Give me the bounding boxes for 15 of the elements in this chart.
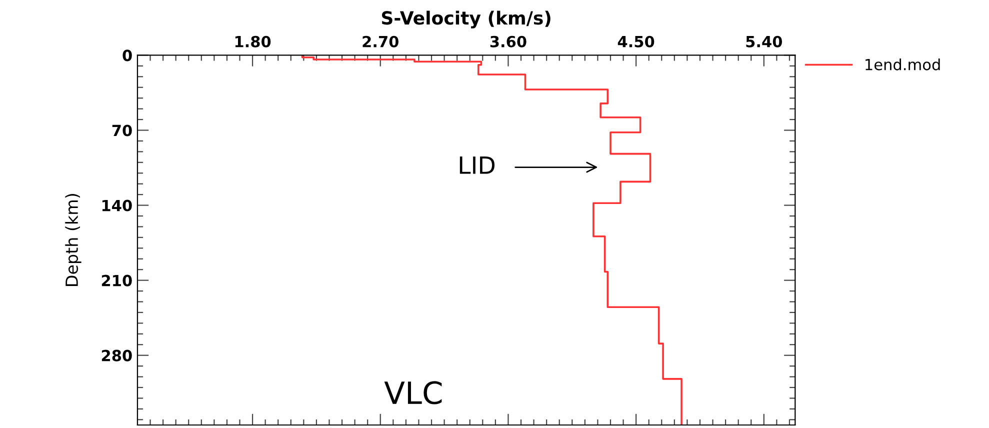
y-tick-label: 280	[102, 350, 132, 362]
x-tick-label: 3.60	[490, 36, 526, 48]
y-tick-label: 140	[102, 200, 132, 212]
annotation: LID	[460, 156, 495, 174]
legend-label: 1end.mod	[866, 58, 940, 70]
x-tick-label: 5.40	[746, 36, 782, 48]
x-axis-title: S-Velocity (km/s)	[382, 10, 550, 28]
x-tick-label: 4.50	[618, 36, 654, 48]
annotation: VLC	[384, 381, 442, 404]
y-tick-label: 210	[102, 274, 132, 286]
y-tick-label: 0	[122, 50, 132, 62]
x-tick-label: 2.70	[362, 36, 398, 48]
y-tick-label: 70	[112, 124, 132, 136]
x-tick-label: 1.80	[235, 36, 271, 48]
y-axis-title: Depth (km)	[65, 194, 82, 286]
